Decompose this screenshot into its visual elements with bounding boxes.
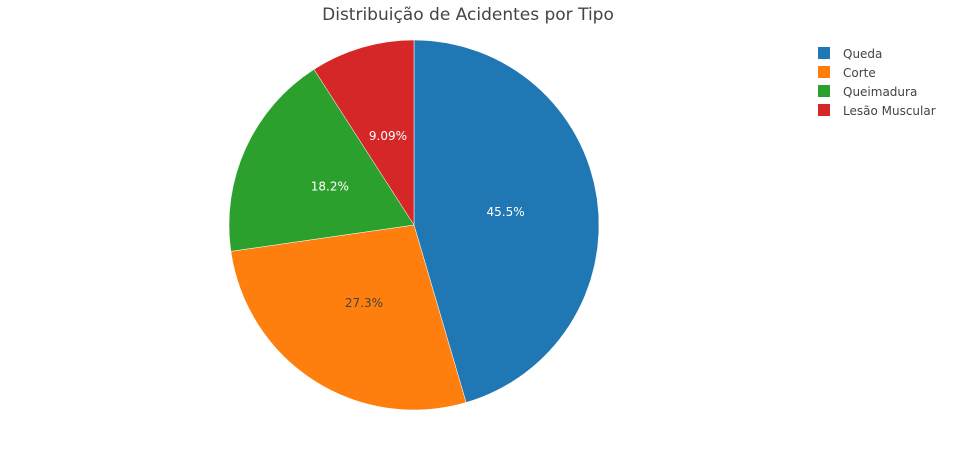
legend-label-queimadura: Queimadura [843,85,917,99]
slice-label-corte: 27.3% [345,296,383,310]
slice-label-queimadura: 18.2% [311,180,349,194]
legend-item-queimadura[interactable]: Queimadura [818,85,917,99]
pie-slice-queda[interactable] [413,39,600,403]
pie-slice-corte[interactable] [230,224,467,411]
slice-label-lesao-muscular: 9.09% [369,129,407,143]
pie-slice-lesao-muscular[interactable] [313,39,415,226]
legend-item-queda[interactable]: Queda [818,47,882,61]
slice-label-queda: 45.5% [486,205,524,219]
legend-label-corte: Corte [843,66,876,80]
legend-item-lesao-muscular[interactable]: Lesão Muscular [818,104,936,118]
legend-swatch-lesao-muscular [818,104,830,116]
legend-swatch-queimadura [818,85,830,97]
legend-swatch-corte [818,66,830,78]
legend: Queda Corte Queimadura Lesão Muscular [818,47,936,118]
legend-label-queda: Queda [843,47,882,61]
pie-slices [228,39,600,411]
pie-labels: 45.5% 27.3% 18.2% 9.09% [311,129,525,310]
legend-item-corte[interactable]: Corte [818,66,876,80]
pie-slice-queimadura[interactable] [228,69,415,252]
legend-swatch-queda [818,47,830,59]
legend-label-lesao-muscular: Lesão Muscular [843,104,936,118]
chart-title: Distribuição de Acidentes por Tipo [322,5,614,25]
